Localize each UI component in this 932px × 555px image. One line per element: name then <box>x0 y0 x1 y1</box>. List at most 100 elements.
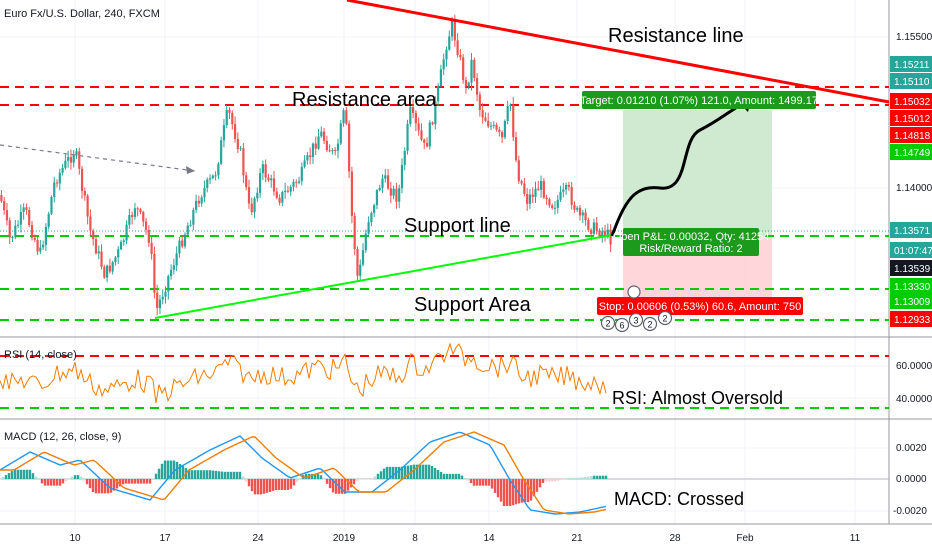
macd-hist-bar <box>601 475 605 479</box>
rsi-line[interactable] <box>0 342 607 404</box>
event-badge-top[interactable] <box>627 285 641 299</box>
candle-body <box>520 181 523 184</box>
event-badge-circle <box>614 317 630 333</box>
main-chart-title[interactable]: Euro Fx/U.S. Dollar, 240, FXCM <box>4 8 160 20</box>
price-tick-1: 1.15500 <box>896 32 932 43</box>
macd-hist-bar <box>355 479 359 482</box>
candle-body <box>339 123 342 144</box>
macd-hist-bar <box>322 479 326 480</box>
candlestick-series[interactable] <box>0 14 612 316</box>
price-badge <box>890 222 932 238</box>
rsi-title[interactable]: RSI (14, close) <box>4 349 77 361</box>
candle-body <box>231 112 234 125</box>
macd-hist-bar <box>304 473 308 479</box>
candle-body <box>75 151 78 156</box>
candle-body <box>601 231 604 237</box>
candle-body <box>86 195 89 217</box>
target-label-box[interactable] <box>582 91 816 109</box>
macd-hist-bar <box>238 471 242 479</box>
candle-body <box>169 269 173 277</box>
event-badge[interactable]: 2 <box>657 310 673 326</box>
resistance-line-annotation[interactable]: Resistance line <box>608 25 744 47</box>
candle-body <box>584 212 587 221</box>
event-badge[interactable]: 6 <box>614 317 630 333</box>
candle-body <box>281 192 284 203</box>
macd-hist-bar <box>430 465 434 479</box>
macd-annotation[interactable]: MACD: Crossed <box>614 489 744 509</box>
macd-hist-bar <box>76 475 80 479</box>
macd-hist-bar <box>382 468 386 479</box>
macd-hist-bar <box>82 479 86 481</box>
macd-hist-bar <box>49 479 53 486</box>
macd-hist-bar <box>145 479 149 484</box>
dashed-trend-line[interactable] <box>0 144 196 172</box>
candle-body <box>36 239 39 252</box>
macd-hist-bar <box>532 479 536 497</box>
candle-body <box>3 201 6 211</box>
support-line-annotation[interactable]: Support line <box>404 215 511 237</box>
candle-body <box>498 129 501 133</box>
candle-body <box>72 155 75 163</box>
macd-hist-bar <box>13 469 17 479</box>
macd-hist-bar <box>40 479 44 484</box>
macd-hist-bar <box>502 479 506 506</box>
macd-hist-bar <box>556 479 560 481</box>
macd-hist-bar <box>28 469 32 479</box>
stop-label-box[interactable] <box>597 297 803 315</box>
candle-body <box>125 224 128 241</box>
event-badge[interactable]: 2 <box>600 315 616 331</box>
macd-hist-bar <box>1 477 5 479</box>
candle-body <box>361 250 365 265</box>
candle-body <box>58 172 61 184</box>
macd-hist-bar <box>334 479 338 494</box>
candle-body <box>459 54 462 58</box>
event-badge-circle <box>628 312 644 328</box>
candle-body <box>284 190 287 193</box>
candle-body <box>42 244 45 248</box>
macd-hist-bar <box>133 479 137 484</box>
macd-hist-bar <box>127 479 131 484</box>
candle-body <box>481 110 484 118</box>
candle-body <box>495 124 498 130</box>
open-pl-box[interactable] <box>623 228 759 256</box>
support-area-annotation[interactable]: Support Area <box>414 294 532 316</box>
resistance-trend-line[interactable] <box>346 0 890 104</box>
candle-body <box>400 164 404 189</box>
candle-body <box>503 120 506 138</box>
macd-hist-bar <box>175 461 179 479</box>
event-badges[interactable]: 2 6 3 22 <box>600 285 673 333</box>
macd-hist-bar <box>553 479 557 482</box>
candle-body <box>320 131 323 137</box>
macd-hist-bar <box>448 473 452 479</box>
target-label: Target: 0.01210 (1.07%) 121.0, Amount: 1… <box>580 95 818 107</box>
projection-path[interactable] <box>610 99 749 237</box>
price-badge <box>890 93 932 109</box>
candle-body <box>78 151 81 169</box>
candle-body <box>144 221 148 230</box>
event-badge[interactable]: 2 <box>642 316 658 332</box>
candle-body <box>289 186 292 192</box>
macd-line[interactable] <box>0 431 607 515</box>
time-axis[interactable]: 10 17 24 2019 8 14 21 28 Feb 11 <box>69 533 860 544</box>
support-trend-line[interactable] <box>154 234 613 319</box>
macd-hist-bar <box>451 473 455 479</box>
macd-tick-3: -0.0020 <box>893 506 927 517</box>
risk-reward-label: Risk/Reward Ratio: 2 <box>639 243 742 255</box>
candle-body <box>211 175 214 179</box>
rsi-annotation[interactable]: RSI: Almost Oversold <box>612 388 783 408</box>
candle-body <box>439 69 443 86</box>
macd-hist-bar <box>358 479 362 480</box>
macd-title[interactable]: MACD (12, 26, close, 9) <box>4 431 121 443</box>
macd-hist-bar <box>517 479 521 504</box>
target-zone[interactable] <box>623 110 772 235</box>
resistance-area-annotation[interactable]: Resistance area <box>292 89 437 111</box>
candle-body <box>181 240 184 247</box>
candle-body <box>150 242 153 254</box>
candle-body <box>512 104 515 138</box>
event-badge[interactable]: 3 <box>628 312 644 328</box>
macd-hist-bar <box>280 479 284 490</box>
signal-line[interactable] <box>0 431 607 515</box>
candle-body <box>378 187 381 191</box>
candle-body <box>200 197 203 204</box>
